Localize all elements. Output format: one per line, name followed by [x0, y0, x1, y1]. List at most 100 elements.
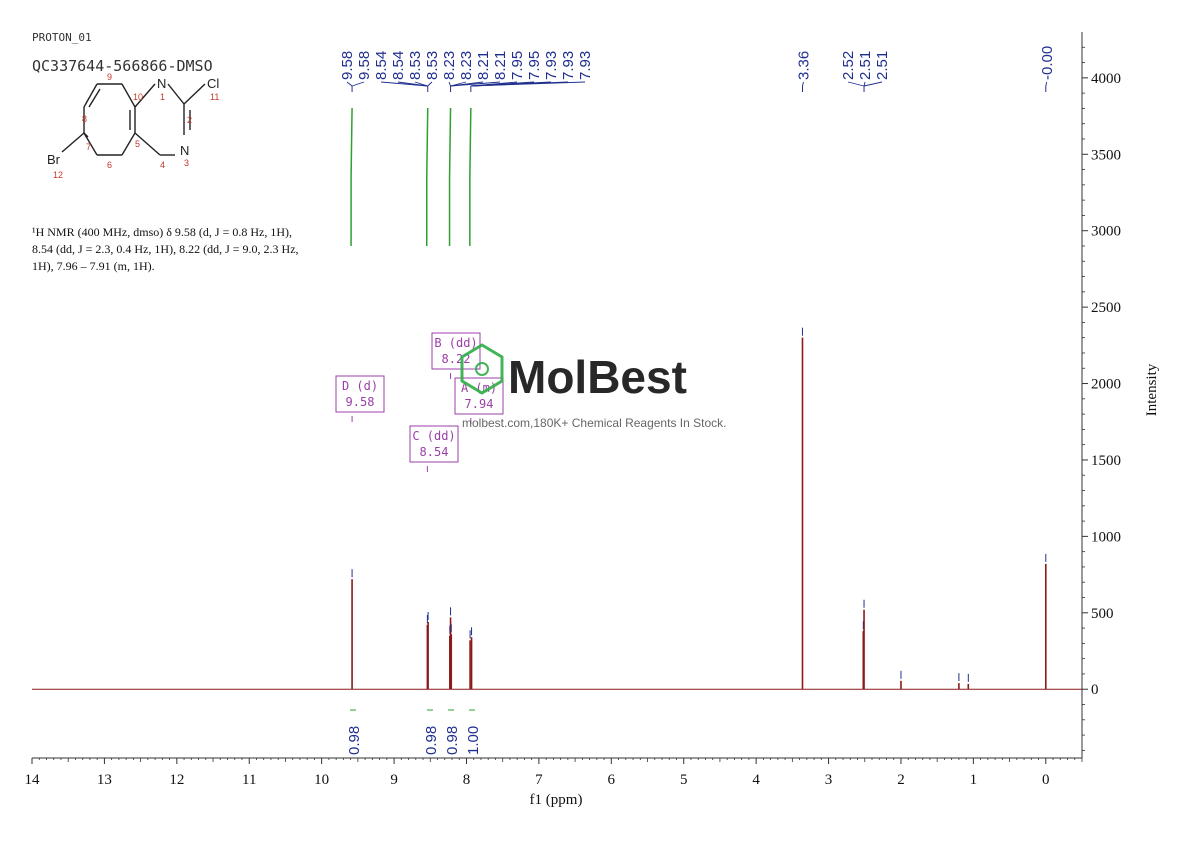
atom-number: 9 [107, 72, 112, 82]
peak-label: 2.51 [857, 51, 874, 80]
multiplet-shift: 9.58 [346, 395, 375, 409]
x-tick-label: 12 [169, 772, 184, 788]
structure-atom-labels: N Cl N Br [47, 76, 219, 167]
x-tick-label: 7 [535, 772, 543, 788]
watermark: MolBest molbest.com,180K+ Chemical Reage… [460, 343, 726, 430]
y-tick-label: 0 [1091, 682, 1099, 698]
atom-number: 1 [160, 92, 165, 102]
nmr-description-line-1: ¹H NMR (400 MHz, dmso) δ 9.58 (d, J = 0.… [32, 225, 292, 239]
x-tick-label: 1 [970, 772, 978, 788]
integral-curve [350, 107, 353, 246]
peak-label: 8.21 [475, 51, 492, 80]
peak-label: 2.52 [840, 51, 857, 80]
atom-n1: N [157, 76, 166, 91]
y-tick-label: 2500 [1091, 300, 1121, 316]
y-tick-label: 1500 [1091, 453, 1121, 469]
peak-label: 8.54 [373, 51, 390, 80]
x-tick-label: 0 [1042, 772, 1050, 788]
x-tick-label: 11 [242, 772, 256, 788]
peak-label-leader [427, 81, 433, 87]
experiment-label: PROTON_01 [32, 31, 92, 44]
peak-label: 8.23 [458, 51, 475, 80]
integral-value: 0.98 [423, 726, 440, 755]
peak-label: 8.21 [492, 51, 509, 80]
peak-label: -0.00 [1039, 46, 1056, 80]
y-tick-label: 2000 [1091, 377, 1121, 393]
peak-label: 2.51 [874, 51, 891, 80]
peak-label: 9.58 [339, 51, 356, 80]
peak-label: 9.58 [356, 51, 373, 80]
y-tick-label: 3500 [1091, 147, 1121, 163]
peak-label-leader [351, 81, 365, 87]
peak-label: 8.53 [424, 51, 441, 80]
x-tick-label: 9 [390, 772, 398, 788]
x-tick-label: 5 [680, 772, 688, 788]
multiplet-box [431, 332, 481, 370]
integral-curve [425, 107, 429, 246]
x-axis-label: f1 (ppm) [530, 792, 583, 808]
peak-label-leader [346, 81, 353, 87]
y-tick-label: 500 [1091, 606, 1114, 622]
peak-label: 7.93 [543, 51, 560, 80]
watermark-tagline: molbest.com,180K+ Chemical Reagents In S… [462, 416, 726, 430]
watermark-brand: MolBest [508, 351, 687, 403]
nmr-description-line-3: 1H), 7.96 – 7.91 (m, 1H). [32, 259, 155, 273]
y-tick-label: 3000 [1091, 224, 1121, 240]
peak-label: 3.36 [795, 51, 812, 80]
multiplet-box [454, 377, 504, 415]
multiplet-box [335, 375, 385, 413]
peak-label: 8.53 [407, 51, 424, 80]
peak-label-leader [450, 81, 501, 87]
x-tick-label: 3 [825, 772, 833, 788]
atom-number: 6 [107, 160, 112, 170]
atom-number: 11 [210, 92, 219, 102]
x-tick-label: 8 [463, 772, 471, 788]
molbest-logo-dot-icon [475, 362, 489, 376]
peak-labels: 9.58 9.58 8.54 8.54 8.53 8.53 8.23 8.23 8.21 8.21… [339, 46, 1056, 92]
atom-number: 10 [133, 92, 143, 102]
peak-label-leader [470, 81, 586, 87]
multiplet-label: C (dd) [412, 429, 455, 443]
peak-label: 7.95 [509, 51, 526, 80]
atom-cl: Cl [207, 76, 219, 91]
nmr-description: ¹H NMR (400 MHz, dmso) δ 9.58 (d, J = 0.… [32, 225, 299, 273]
atom-number: 12 [53, 170, 63, 180]
axes: 14 13 12 11 10 9 8 7 6 5 4 3 2 1 005001000150020002500… [25, 32, 1121, 788]
peak-label-leader [448, 81, 451, 87]
atom-number: 2 [187, 115, 192, 125]
x-tick-label: 4 [752, 772, 760, 788]
x-tick-label: 13 [97, 772, 112, 788]
integral-curves [350, 107, 472, 246]
x-tick-label: 14 [25, 772, 41, 788]
atom-number: 4 [160, 160, 165, 170]
spectrum [32, 327, 1082, 690]
integral-value: 0.98 [346, 726, 363, 755]
peak-label: 7.93 [560, 51, 577, 80]
x-tick-label: 10 [314, 772, 329, 788]
peak-label: 7.95 [526, 51, 543, 80]
molbest-logo-icon [460, 343, 504, 395]
atom-number: 8 [82, 114, 87, 124]
integral-curve [448, 107, 452, 246]
integral-value: 0.98 [444, 726, 461, 755]
peak-label-leader [397, 81, 428, 87]
atom-number: 3 [184, 158, 189, 168]
integral-labels: 0.98 0.98 0.98 1.00 [346, 709, 482, 755]
multiplet-label: B (dd) [434, 336, 477, 350]
atom-n3: N [180, 143, 189, 158]
multiplet-shift: 8.54 [420, 445, 449, 459]
peak-label-leader [863, 81, 866, 87]
multiplet-label: D (d) [342, 379, 378, 393]
molecule-structure [61, 83, 206, 156]
peak-label-leader [414, 81, 428, 87]
y-axis-label: Intensity [1144, 363, 1160, 416]
x-tick-label: 2 [897, 772, 905, 788]
atom-number: 5 [135, 139, 140, 149]
y-tick-label: 4000 [1091, 71, 1121, 87]
peak-label: 8.54 [390, 51, 407, 80]
peak-label-leader [863, 81, 883, 87]
integral-curve [469, 107, 472, 246]
integral-value: 1.00 [465, 726, 482, 755]
multiplet-box [409, 425, 459, 463]
